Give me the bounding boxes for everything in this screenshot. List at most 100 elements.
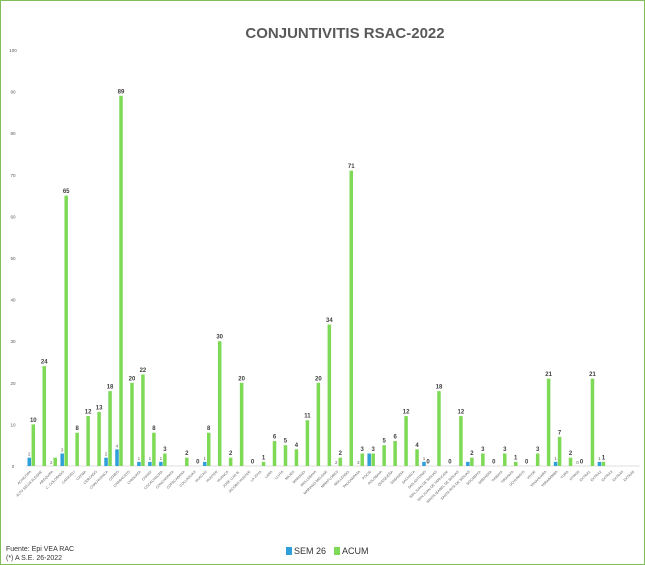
data-label-sem: 1 [203, 456, 206, 461]
y-tick-label: 100 [9, 48, 17, 53]
data-label-acum: 2 [470, 451, 474, 457]
data-label-acum: 10 [30, 418, 37, 424]
bar-acum [338, 457, 343, 466]
x-category-label: LLUTA [274, 469, 285, 480]
bar-acum [305, 420, 310, 466]
bar-acum [557, 436, 562, 466]
legend-item-acum: ACUM [334, 546, 369, 556]
bar-acum [568, 457, 573, 466]
y-tick-label: 70 [10, 173, 16, 178]
data-label-sem: 1 [138, 456, 141, 461]
footer-note-text: (*) A S.E. 26-2022 [6, 555, 63, 562]
bar-acum [316, 382, 321, 466]
bar-sem-26 [159, 461, 163, 466]
y-tick-label: 20 [10, 381, 16, 386]
data-label-acum: 8 [75, 426, 79, 432]
data-label-acum: 3 [372, 447, 376, 453]
footer-source-text: Fuente: Epi VEA RAC [6, 546, 75, 553]
data-label-acum: 20 [129, 376, 136, 382]
data-label-acum: 2 [339, 451, 343, 457]
data-label-acum: 22 [140, 368, 147, 374]
data-label-sem: 1 [149, 456, 152, 461]
bar-acum [185, 457, 189, 466]
bar-sem-26 [27, 457, 32, 466]
data-label-acum: 18 [436, 385, 443, 391]
bar-acum [349, 170, 354, 466]
bar-acum [108, 391, 112, 466]
data-label-acum: 12 [403, 410, 410, 416]
x-category-label: EXTRA5 [623, 470, 635, 482]
chart-title: CONJUNTIVITIS RSAC-2022 [245, 25, 444, 42]
data-label-acum: 65 [63, 189, 70, 195]
bar-acum [86, 416, 90, 466]
bar-acum [371, 453, 375, 466]
bar-sem-26 [60, 453, 64, 466]
bar-acum [206, 432, 211, 466]
data-label-acum: 5 [382, 439, 386, 445]
x-category-label: MAJES [284, 469, 296, 481]
data-label-acum: 8 [152, 426, 156, 432]
data-label-acum: 30 [216, 335, 223, 341]
data-label-acum: 4 [295, 443, 299, 449]
y-tick-label: 80 [10, 131, 16, 136]
data-label-acum: 20 [315, 376, 322, 382]
bar-acum [590, 378, 595, 466]
y-tick-label: 30 [10, 339, 16, 344]
data-label-acum: 18 [107, 385, 114, 391]
bar-acum [217, 341, 222, 466]
bar-acum [261, 461, 266, 466]
data-label-acum: 8 [207, 426, 211, 432]
x-category-label: LA JOYA [250, 469, 263, 482]
data-label-sem: 0 [576, 460, 579, 465]
legend-swatch-acum [334, 547, 341, 555]
bar-acum [327, 324, 332, 466]
bar-sem-26 [202, 461, 207, 466]
bar-acum [382, 445, 386, 466]
bar-sem-26 [422, 461, 426, 466]
data-label-acum: 71 [348, 164, 355, 170]
data-label-acum: 7 [558, 430, 562, 436]
data-label-acum: 3 [163, 447, 167, 453]
bar-acum [152, 432, 156, 466]
data-label-acum: 6 [393, 435, 397, 441]
x-category-label: CERRO [108, 470, 120, 482]
data-label-acum: 1 [262, 455, 266, 461]
data-label-acum: 34 [326, 318, 333, 324]
data-label-sem: 2 [105, 452, 108, 457]
chart-footer: Fuente: Epi VEA RAC (*) A S.E. 26-2022 [6, 545, 74, 563]
bar-acum [53, 457, 57, 466]
data-label-acum: 0 [525, 460, 529, 466]
legend-swatch-sem [286, 547, 292, 555]
y-tick-label: 60 [10, 214, 16, 219]
bar-acum [294, 449, 299, 466]
data-label-acum: 3 [361, 447, 365, 453]
bar-acum [503, 453, 507, 466]
bar-acum [64, 195, 68, 466]
bar-acum [239, 382, 244, 466]
y-tick-label: 40 [10, 298, 16, 303]
bar-acum [393, 441, 397, 466]
bar-sem-26 [137, 461, 141, 466]
y-tick-label: 90 [10, 90, 16, 95]
bar-sem-26 [367, 453, 371, 466]
bar-acum [228, 457, 233, 466]
bar-acum [119, 95, 123, 466]
x-category-label: POCSI [362, 470, 373, 481]
x-category-label: CAYMA [76, 469, 88, 481]
bar-acum [437, 391, 441, 466]
bar-acum [283, 445, 288, 466]
legend-item-sem: SEM 26 [286, 546, 326, 556]
data-label-acum: 3 [536, 447, 540, 453]
bar-acum [459, 416, 463, 466]
bar-acum [415, 449, 419, 466]
bar-acum [272, 441, 277, 466]
data-label-acum: 2 [229, 451, 233, 457]
data-label-acum: 20 [238, 376, 245, 382]
data-label-sem: 2 [335, 460, 338, 465]
data-label-acum: 0 [448, 460, 452, 466]
bar-acum [601, 461, 606, 466]
bar-acum [97, 411, 101, 466]
x-category-label: YURA [560, 469, 570, 479]
bar-acum [470, 457, 474, 466]
data-label-acum: 0 [196, 460, 200, 466]
